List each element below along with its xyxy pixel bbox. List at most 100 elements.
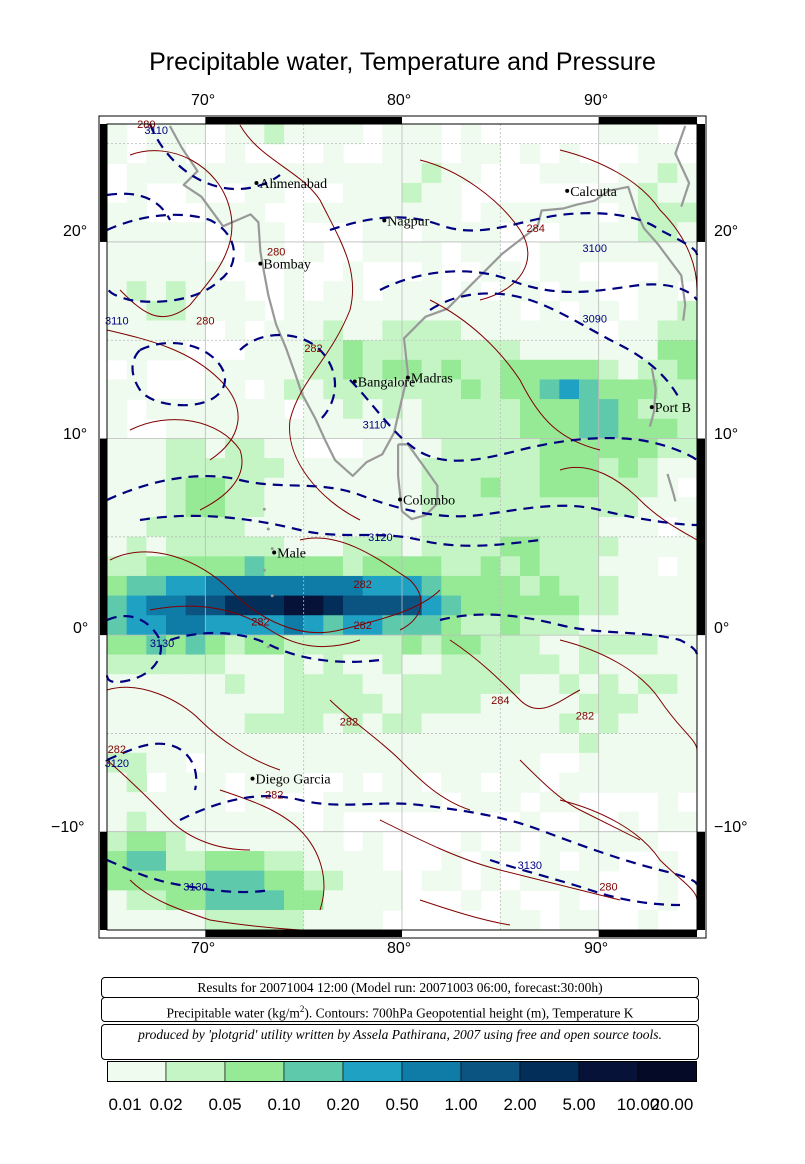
pw-cell — [618, 811, 639, 832]
pw-cell — [126, 575, 147, 597]
pw-cell — [303, 300, 324, 322]
pw-cell — [126, 379, 147, 400]
lat-label-right-0: 0° — [714, 620, 730, 637]
pw-cell — [539, 556, 560, 577]
pw-cell — [323, 143, 344, 164]
pw-cell — [421, 182, 442, 204]
pw-cell — [657, 693, 678, 715]
pw-cell — [618, 340, 639, 361]
pw-cell — [126, 595, 147, 616]
pw-cell — [677, 182, 698, 204]
pw-cell — [638, 536, 659, 557]
pw-cell — [579, 536, 600, 557]
pw-cell — [598, 536, 619, 557]
pw-cell — [579, 163, 600, 184]
pw-cell — [264, 359, 285, 381]
results-info-text: Results for 20071004 12:00 (Model run: 2… — [197, 980, 603, 995]
pw-cell — [382, 713, 403, 734]
pw-cell — [284, 281, 305, 302]
pw-cell — [166, 615, 187, 636]
pw-cell — [362, 575, 383, 597]
pw-cell — [225, 143, 246, 164]
pw-cell — [382, 674, 403, 695]
pw-cell — [303, 733, 324, 754]
pw-cell — [225, 163, 246, 184]
pw-cell — [382, 890, 403, 911]
geopotential-contour — [169, 631, 381, 663]
temperature-contour — [559, 799, 698, 901]
pw-cell — [323, 890, 344, 911]
maldives-atoll — [270, 594, 274, 598]
pw-cell — [598, 241, 619, 263]
pw-cell — [579, 477, 600, 498]
city-dot — [352, 379, 357, 384]
temperature-contour — [129, 879, 301, 931]
pw-cell — [225, 418, 246, 439]
pw-cell — [657, 792, 678, 813]
contour-label: 3130 — [150, 638, 174, 650]
pw-cell — [303, 713, 324, 734]
pw-cell — [343, 674, 364, 695]
pw-cell — [185, 693, 206, 715]
pw-cell — [323, 654, 344, 675]
pw-cell — [166, 300, 187, 322]
pw-cell — [146, 713, 167, 734]
pw-cell — [323, 281, 344, 302]
pw-cell — [303, 163, 324, 184]
city-label: Ahmenabad — [259, 177, 327, 192]
pw-cell — [618, 497, 639, 518]
pw-cell — [343, 202, 364, 223]
pw-cell — [323, 831, 344, 852]
geopotential-contour — [429, 292, 681, 401]
pw-cell — [382, 379, 403, 400]
pw-cell — [638, 910, 659, 931]
pw-cell — [343, 792, 364, 813]
pw-cell — [657, 890, 678, 911]
lon-label-bottom-80: 80° — [387, 940, 412, 957]
pw-cell — [500, 458, 521, 479]
coastline-nicobar — [666, 473, 677, 502]
pw-cell — [480, 477, 501, 498]
pw-cell — [559, 477, 580, 498]
pw-cell — [185, 772, 206, 793]
pw-cell — [638, 300, 659, 322]
pw-cell — [126, 752, 147, 774]
pw-cell — [677, 300, 698, 322]
pw-cell — [264, 634, 285, 656]
temperature-contour — [419, 899, 511, 926]
pw-cell — [303, 320, 324, 341]
pw-cell — [441, 575, 462, 597]
pw-cell — [185, 634, 206, 656]
pw-cell — [441, 379, 462, 400]
contour-label: 282 — [304, 343, 322, 355]
pw-cell — [441, 399, 462, 420]
lat-label-right-minus10: −10° — [714, 819, 748, 836]
pw-cell — [520, 615, 541, 636]
pw-cell — [362, 458, 383, 479]
pw-cell — [402, 202, 423, 223]
pw-cell — [539, 536, 560, 557]
lat-label-left-minus10: −10° — [51, 819, 85, 836]
pw-cell — [618, 733, 639, 754]
pw-cell — [225, 438, 246, 459]
maldives-atoll — [270, 547, 274, 551]
pw-cell — [343, 575, 364, 597]
pw-cell — [362, 890, 383, 911]
pw-cell — [657, 300, 678, 322]
pw-cell — [323, 124, 344, 145]
pw-cell — [382, 536, 403, 557]
lat-label-right-10: 10° — [714, 426, 739, 443]
pw-cell — [618, 241, 639, 263]
geopotential-contour — [105, 213, 235, 303]
pw-cell — [618, 693, 639, 715]
pw-cell — [284, 320, 305, 341]
temperature-contour — [329, 699, 471, 811]
pw-cell — [107, 792, 128, 813]
pw-cell — [520, 340, 541, 361]
colorbar-swatch — [107, 1061, 167, 1082]
pw-cell — [461, 143, 482, 164]
pw-cell — [107, 458, 128, 479]
maldives-atoll — [266, 527, 270, 531]
pw-cell — [284, 811, 305, 832]
pw-cell — [618, 615, 639, 636]
